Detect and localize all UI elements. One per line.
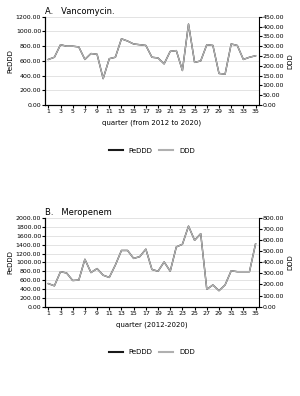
Text: B.   Meropenem: B. Meropenem [45,208,112,217]
Y-axis label: PeDDD: PeDDD [7,250,13,274]
Y-axis label: DDD: DDD [287,255,293,270]
Text: A.   Vancomycin.: A. Vancomycin. [45,7,115,16]
X-axis label: quarter (from 2012 to 2020): quarter (from 2012 to 2020) [102,120,202,126]
X-axis label: quarter (2012-2020): quarter (2012-2020) [116,321,188,328]
Legend: PeDDD, DDD: PeDDD, DDD [106,145,197,156]
Y-axis label: DDD: DDD [287,53,293,69]
Y-axis label: PeDDD: PeDDD [7,49,13,73]
Legend: PeDDD, DDD: PeDDD, DDD [106,346,197,358]
